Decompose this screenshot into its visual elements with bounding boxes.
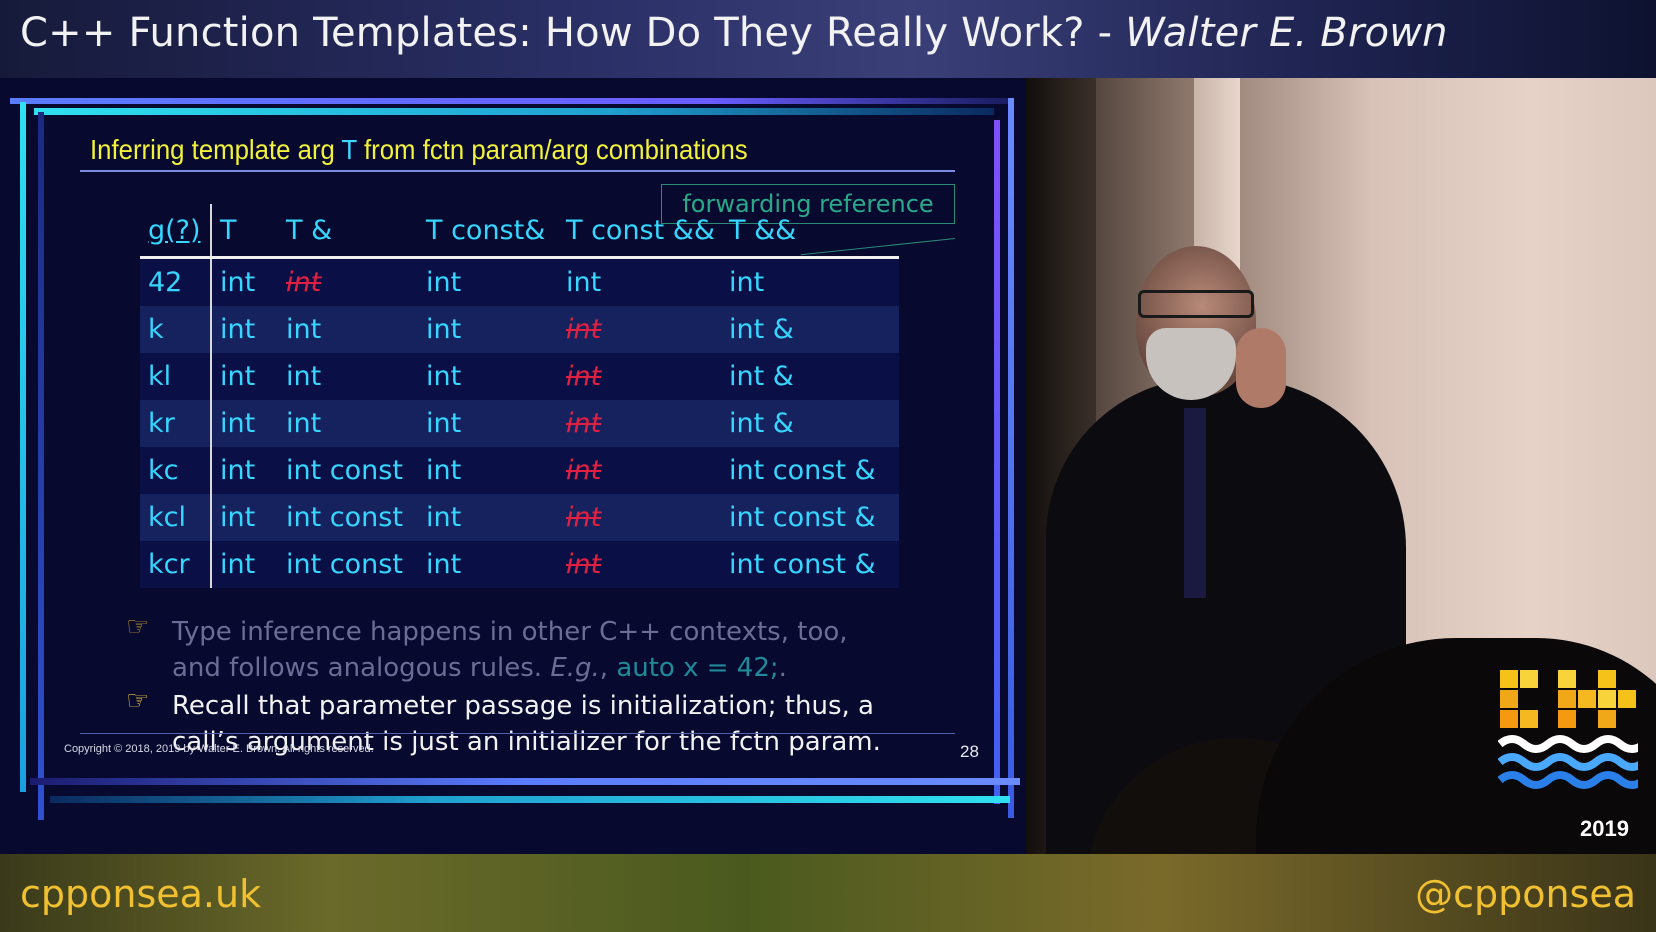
presentation-slide: Inferring template arg T from fctn param… <box>0 78 1026 854</box>
table-cell: int <box>418 541 558 588</box>
table-cell: int <box>278 306 418 353</box>
speaker-video <box>1026 78 1656 854</box>
code-snippet: auto x = 42; <box>616 653 779 683</box>
table-cell-arg: 42 <box>140 257 212 306</box>
table-cell: int <box>418 494 558 541</box>
table-header-row: g(?) T T & T const& T const && T && <box>140 204 899 258</box>
table-cell: int const <box>278 541 418 588</box>
speaker-name: Walter E. Brown <box>1125 10 1448 56</box>
bullet2-line2: call’s argument is just an initializer f… <box>172 727 881 757</box>
table-cell: int const & <box>721 494 899 541</box>
bullet2-line1: Recall that parameter passage is initial… <box>172 691 874 721</box>
talk-title-text: C++ Function Templates: How Do They Real… <box>20 10 1113 56</box>
slide-footer-rule <box>80 733 955 734</box>
heading-prefix: Inferring template arg <box>90 134 335 165</box>
table-cell: int & <box>721 306 899 353</box>
table-cell: int <box>418 400 558 447</box>
bullet1-line2: and follows analogous rules. E.g., auto … <box>172 653 787 683</box>
slide-frame-top-inner <box>34 108 994 115</box>
table-cell-arg: kl <box>140 353 212 400</box>
table-cell-arg: k <box>140 306 212 353</box>
table-cell: int & <box>721 353 899 400</box>
speaker-hand <box>1236 328 1286 408</box>
table-cell: int const <box>278 447 418 494</box>
table-cell: int <box>211 447 278 494</box>
table-cell: int const & <box>721 541 899 588</box>
heading-suffix: from fctn param/arg combinations <box>363 134 748 165</box>
table-cell: int <box>211 400 278 447</box>
table-body: 42 int int int int int k int int int int int & kl int… <box>140 257 899 588</box>
speaker-tie <box>1184 408 1206 598</box>
slide-frame-left <box>20 102 26 792</box>
heading-template-var: T <box>341 134 357 165</box>
event-year: 2019 <box>1580 816 1629 841</box>
header-T-rref: T && <box>729 214 797 246</box>
title-bar: C++ Function Templates: How Do They Real… <box>0 0 1656 78</box>
header-T-const-ref: T const& <box>426 214 546 246</box>
table-cell: int <box>278 353 418 400</box>
forwarding-reference-callout: forwarding reference <box>661 184 955 224</box>
table-cell-arg: kcr <box>140 541 212 588</box>
table-cell: int <box>558 400 721 447</box>
event-website-link[interactable]: cpponsea.uk <box>20 872 262 916</box>
table-cell: int <box>558 353 721 400</box>
slide-frame-right <box>1008 98 1014 818</box>
slide-frame-left-inner <box>38 112 44 820</box>
talk-title: C++ Function Templates: How Do They Real… <box>20 10 1448 56</box>
logo-blocks <box>1500 670 1636 728</box>
table-cell: int <box>211 306 278 353</box>
slide-heading: Inferring template arg T from fctn param… <box>90 134 748 166</box>
table-cell: int <box>211 541 278 588</box>
table-row: kl int int int int int & <box>140 353 899 400</box>
table-cell: int const <box>278 494 418 541</box>
pointing-hand-icon: ☞ <box>126 612 150 642</box>
twitter-handle-link[interactable]: @cpponsea <box>1415 872 1636 916</box>
slide-copyright: Copyright © 2018, 2019 by Walter E. Brow… <box>64 743 374 755</box>
table-row: kr int int int int int & <box>140 400 899 447</box>
logo-waves <box>1498 735 1638 789</box>
table-row: 42 int int int int int <box>140 257 899 306</box>
table-cell: int <box>418 353 558 400</box>
table-cell: int <box>721 257 899 306</box>
table-cell: int <box>558 541 721 588</box>
pointing-hand-icon: ☞ <box>126 686 150 716</box>
slide-frame-top <box>10 98 1010 104</box>
slide-frame-bottom-inner <box>50 796 1010 803</box>
footer-bar: cpponsea.uk @cpponsea <box>0 854 1656 932</box>
header-T: T <box>220 214 237 246</box>
table-cell: int <box>418 257 558 306</box>
table-row: kcr int int const int int int const & <box>140 541 899 588</box>
speaker-glasses <box>1138 290 1254 318</box>
slide-frame-right-inner <box>994 120 1000 804</box>
table-cell: int <box>418 447 558 494</box>
table-cell: int & <box>721 400 899 447</box>
table-cell-arg: kc <box>140 447 212 494</box>
table-cell: int <box>418 306 558 353</box>
table-cell: int <box>558 306 721 353</box>
table-cell: int <box>558 257 721 306</box>
table-cell: int <box>278 400 418 447</box>
cpp-on-sea-logo-icon <box>1498 670 1638 789</box>
table-row: k int int int int int & <box>140 306 899 353</box>
table-cell: int <box>211 353 278 400</box>
table-cell: int <box>558 494 721 541</box>
table-cell-arg: kr <box>140 400 212 447</box>
slide-page-number: 28 <box>960 742 979 761</box>
header-g: g(?) <box>140 204 212 258</box>
slide-frame-bottom <box>30 778 1020 785</box>
table-cell: int <box>558 447 721 494</box>
header-T-ref: T & <box>286 214 333 246</box>
table-row: kcl int int const int int int const & <box>140 494 899 541</box>
table-cell: int <box>278 257 418 306</box>
table-cell: int const & <box>721 447 899 494</box>
table-cell: int <box>211 494 278 541</box>
table-cell-arg: kcl <box>140 494 212 541</box>
heading-underline <box>80 170 955 172</box>
bullet1-line1: Type inference happens in other C++ cont… <box>172 617 848 647</box>
inference-table: g(?) T T & T const& T const && T && 42 in… <box>140 204 899 588</box>
header-T-const-rref: T const && <box>566 214 715 246</box>
table-cell: int <box>211 257 278 306</box>
table-row: kc int int const int int int const & <box>140 447 899 494</box>
speaker-beard <box>1146 328 1236 400</box>
